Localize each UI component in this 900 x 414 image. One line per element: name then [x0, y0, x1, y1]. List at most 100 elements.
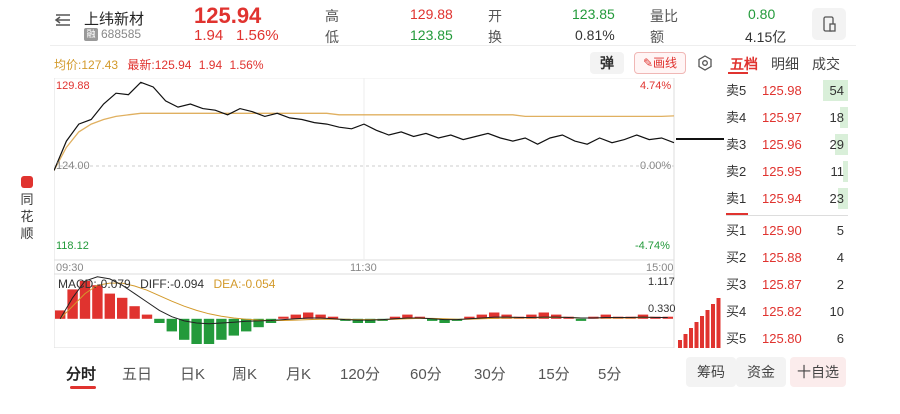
macd-bar: [575, 318, 587, 321]
macd-bar: [402, 314, 413, 319]
bid-row[interactable]: 买2 125.88 4: [726, 244, 848, 271]
back-icon[interactable]: [54, 12, 70, 28]
ask-label: 卖5: [726, 83, 747, 98]
orderbook-divider-accent: [726, 213, 748, 215]
brand-char: 顺: [20, 226, 34, 241]
bid-row[interactable]: 买3 125.87 2: [726, 271, 848, 298]
dea-label: DEA:: [213, 277, 242, 291]
intraday-chart[interactable]: [54, 78, 724, 348]
macd-bar: [476, 314, 487, 319]
bid-label: 买4: [726, 304, 747, 319]
bid-row[interactable]: 买4 125.82 10: [726, 298, 848, 325]
macd-bar: [538, 312, 549, 319]
macd-bar: [352, 318, 363, 323]
macd-bar: [228, 318, 239, 336]
pct-low-label: -4.74%: [635, 240, 670, 252]
macd-bar: [129, 306, 140, 319]
price-change-pct: 1.56%: [236, 27, 279, 44]
diff-label: DIFF:: [140, 277, 171, 291]
ask-row[interactable]: 卖4 125.97 18: [726, 104, 848, 131]
latest-label: 最新:: [127, 58, 155, 72]
macd-bar: [67, 289, 78, 319]
macd-bar: [117, 297, 128, 319]
tab-five-day[interactable]: 五日: [122, 366, 153, 383]
ask-volume: 23: [829, 191, 844, 206]
ask-volume: 18: [829, 110, 844, 125]
draw-line-button[interactable]: ✎画线: [634, 52, 686, 74]
funds-button[interactable]: 资金: [736, 357, 786, 387]
macd-bar: [303, 312, 314, 319]
ask-volume-bar: [835, 134, 848, 155]
time-end-label: 15:00: [646, 262, 674, 274]
macd-strip-bar: [678, 340, 682, 348]
macd-bar: [489, 312, 500, 319]
bid-volume: 2: [836, 277, 844, 292]
macd-bar: [439, 318, 450, 323]
tab-week-k[interactable]: 周K: [232, 366, 258, 383]
ask-volume-bar: [838, 188, 848, 209]
bid-row[interactable]: 买5 125.80 6: [726, 325, 848, 352]
chips-button[interactable]: 筹码: [686, 357, 736, 387]
bid-price: 125.90: [762, 223, 802, 238]
ask-row[interactable]: 卖2 125.95 11: [726, 158, 848, 185]
bid-price: 125.87: [762, 277, 802, 292]
tab-five-levels[interactable]: 五档: [730, 56, 758, 72]
layout-toggle-button[interactable]: [812, 8, 846, 40]
y-low-label: 118.12: [56, 240, 89, 252]
brand-char: 花: [20, 209, 34, 224]
macd-bar: [365, 318, 376, 323]
macd-bar: [600, 314, 611, 319]
bullet-button[interactable]: 弹: [590, 52, 624, 74]
macd-bar: [464, 316, 475, 319]
y-high-label: 129.88: [56, 80, 90, 92]
tab-60min[interactable]: 60分: [410, 366, 442, 383]
macd-bar: [327, 316, 339, 319]
ask-row[interactable]: 卖3 125.96 29: [726, 131, 848, 158]
tab-details[interactable]: 明细: [771, 56, 799, 72]
margin-badge: 融: [84, 28, 98, 41]
tab-15min[interactable]: 15分: [538, 366, 570, 383]
macd-bar: [427, 318, 438, 321]
ask-row[interactable]: 卖1 125.94 23: [726, 185, 848, 212]
ask-row[interactable]: 卖5 125.98 54: [726, 77, 848, 104]
tab-day-k[interactable]: 日K: [180, 366, 206, 383]
latest-value: 125.94: [154, 58, 192, 72]
stat-value-amount: 4.15亿: [745, 29, 787, 45]
macd-strip-bar: [683, 334, 688, 348]
macd-bar: [278, 316, 289, 319]
add-watchlist-button[interactable]: 十自选: [790, 357, 846, 387]
brand-logo: 同 花 顺: [16, 176, 38, 242]
macd-bar: [55, 310, 66, 319]
stat-value-open: 123.85: [572, 6, 615, 22]
stat-value-volratio: 0.80: [748, 6, 776, 22]
tab-30min[interactable]: 30分: [474, 366, 506, 383]
stat-label-turnover: 换: [488, 29, 502, 45]
bid-price: 125.80: [762, 331, 802, 346]
price-change: 1.94: [194, 27, 224, 44]
macd-bar: [154, 318, 165, 323]
macd-bar: [216, 318, 227, 340]
latest-pct: 1.56%: [229, 58, 264, 72]
macd-bar: [253, 318, 264, 328]
stat-label-volratio: 量比: [650, 8, 678, 24]
tab-intraday[interactable]: 分时: [66, 366, 97, 383]
time-mid-label: 11:30: [350, 262, 377, 274]
bid-volume: 6: [836, 331, 844, 346]
tab-120min[interactable]: 120分: [340, 366, 381, 383]
macd-bar: [79, 281, 91, 319]
settings-icon[interactable]: [697, 55, 713, 76]
tab-5min[interactable]: 5分: [598, 366, 622, 383]
layout-icon: [823, 16, 836, 32]
ask-volume: 54: [829, 83, 844, 98]
bid-label: 买1: [726, 223, 747, 238]
ask-volume: 11: [830, 164, 845, 179]
brand-icon: [21, 176, 33, 188]
macd-label: MACD: [58, 277, 94, 291]
tab-trades[interactable]: 成交: [812, 56, 840, 72]
stat-value-low: 123.85: [410, 27, 453, 43]
macd-bar: [166, 318, 177, 332]
stat-label-amount: 额: [650, 29, 664, 45]
bid-row[interactable]: 买1 125.90 5: [726, 217, 848, 244]
latest-change: 1.94: [198, 58, 223, 72]
tab-month-k[interactable]: 月K: [286, 366, 312, 383]
